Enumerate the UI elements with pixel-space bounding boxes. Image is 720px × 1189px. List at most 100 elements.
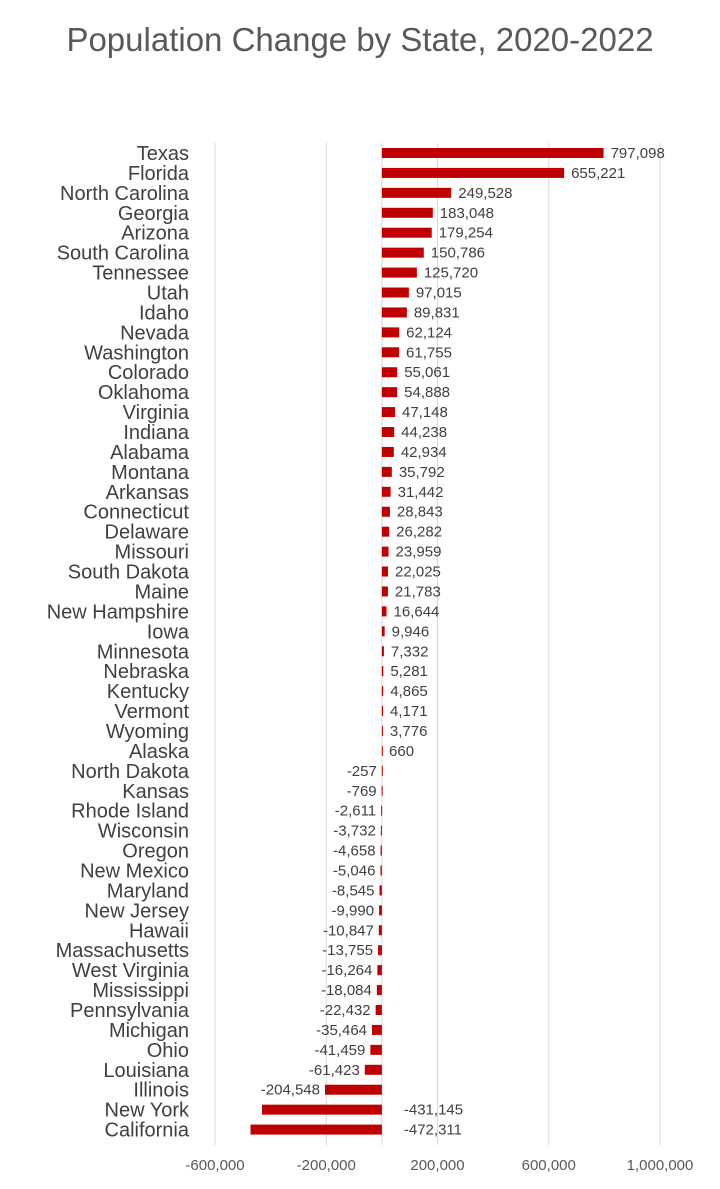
data-label: 183,048	[440, 205, 494, 222]
category-label: Kentucky	[107, 681, 189, 703]
x-tick-label: -600,000	[185, 1157, 244, 1174]
data-label: -4,658	[333, 843, 376, 860]
data-label: 55,061	[404, 364, 450, 381]
category-label: Arizona	[121, 223, 190, 245]
category-label: Virginia	[123, 402, 190, 424]
category-label: Maryland	[107, 880, 189, 902]
bar	[372, 1024, 382, 1035]
data-label: 42,934	[401, 444, 447, 461]
data-label: -204,548	[261, 1082, 320, 1099]
data-label: -16,264	[321, 962, 372, 979]
bar	[381, 347, 400, 358]
bar	[381, 387, 398, 398]
bar	[381, 187, 452, 198]
bar	[381, 148, 604, 158]
bar	[381, 247, 424, 258]
data-label: 9,946	[392, 623, 430, 640]
category-label: South Carolina	[57, 243, 190, 265]
data-label: 249,528	[458, 185, 512, 202]
bar	[380, 845, 382, 856]
category-label: North Dakota	[71, 761, 190, 783]
category-label: West Virginia	[72, 960, 190, 982]
data-label: 28,843	[397, 504, 443, 521]
data-label: -9,990	[332, 902, 375, 919]
bar	[381, 686, 384, 697]
x-tick-label: -200,000	[297, 1157, 356, 1174]
bar	[261, 1104, 382, 1115]
bar	[375, 1004, 382, 1015]
category-label: Oregon	[122, 841, 189, 863]
data-label: 655,221	[571, 165, 625, 182]
category-label: Nevada	[120, 322, 190, 344]
bar	[381, 407, 395, 418]
data-label: -2,611	[335, 803, 376, 820]
bar	[381, 725, 383, 736]
data-label: 125,720	[424, 265, 478, 282]
data-label: 89,831	[414, 304, 460, 321]
category-label: New York	[105, 1100, 190, 1122]
data-label: 22,025	[395, 564, 441, 581]
data-label: -257	[347, 763, 377, 780]
category-label: Michigan	[109, 1020, 189, 1042]
data-label: 660	[389, 743, 414, 760]
data-label: 797,098	[611, 145, 665, 162]
data-labels: 797,098 655,221 249,528 183,048 179,254 150,7…	[261, 145, 665, 1139]
data-label: -61,423	[309, 1062, 360, 1079]
bar	[381, 367, 398, 378]
category-label: Vermont	[115, 701, 190, 723]
bar	[381, 267, 417, 278]
bar	[379, 885, 382, 896]
bar	[381, 227, 432, 238]
category-label: Wyoming	[106, 721, 189, 743]
bar	[381, 526, 390, 537]
data-label: -8,545	[332, 882, 375, 899]
bar	[381, 666, 384, 677]
data-label: 4,171	[390, 703, 428, 720]
bars	[250, 148, 604, 1135]
data-label: 150,786	[431, 245, 485, 262]
category-label: Georgia	[118, 203, 190, 225]
data-label: 61,755	[406, 344, 452, 361]
category-label: Nebraska	[103, 661, 189, 683]
bar	[381, 486, 391, 497]
data-label: 62,124	[406, 324, 452, 341]
data-label: 44,238	[401, 424, 447, 441]
data-label: 35,792	[399, 464, 445, 481]
data-label: 4,865	[390, 683, 428, 700]
bar	[381, 706, 384, 717]
category-label: Delaware	[105, 522, 189, 544]
category-label: Illinois	[133, 1080, 189, 1102]
category-label: Idaho	[139, 302, 189, 324]
data-label: -13,755	[322, 942, 373, 959]
data-label: -431,145	[404, 1102, 463, 1119]
category-label: Indiana	[123, 422, 189, 444]
x-tick-label: 600,000	[522, 1157, 576, 1174]
bar	[381, 307, 407, 318]
category-label: Ohio	[147, 1040, 189, 1062]
bar	[381, 626, 385, 637]
data-label: 26,282	[396, 524, 442, 541]
data-label: 23,959	[396, 544, 442, 561]
bar	[381, 586, 388, 597]
bar	[370, 1044, 382, 1055]
bar	[381, 427, 395, 438]
category-label: Connecticut	[83, 502, 189, 524]
bar	[364, 1064, 382, 1075]
category-label: Maine	[135, 581, 189, 603]
data-label: -35,464	[316, 1022, 367, 1039]
category-label: Pennsylvania	[70, 1000, 190, 1022]
bar	[381, 566, 389, 577]
category-label: Wisconsin	[98, 821, 189, 843]
bar	[381, 546, 389, 557]
bar	[250, 1124, 382, 1135]
bar	[381, 167, 565, 178]
bar	[381, 466, 392, 477]
category-label: Alaska	[129, 741, 190, 763]
bar	[381, 207, 433, 218]
category-label: Kansas	[122, 781, 189, 803]
category-label: Missouri	[115, 542, 189, 564]
gridlines	[214, 143, 661, 1145]
category-label: New Mexico	[80, 860, 189, 882]
x-tick-label: 1,000,000	[627, 1157, 694, 1174]
